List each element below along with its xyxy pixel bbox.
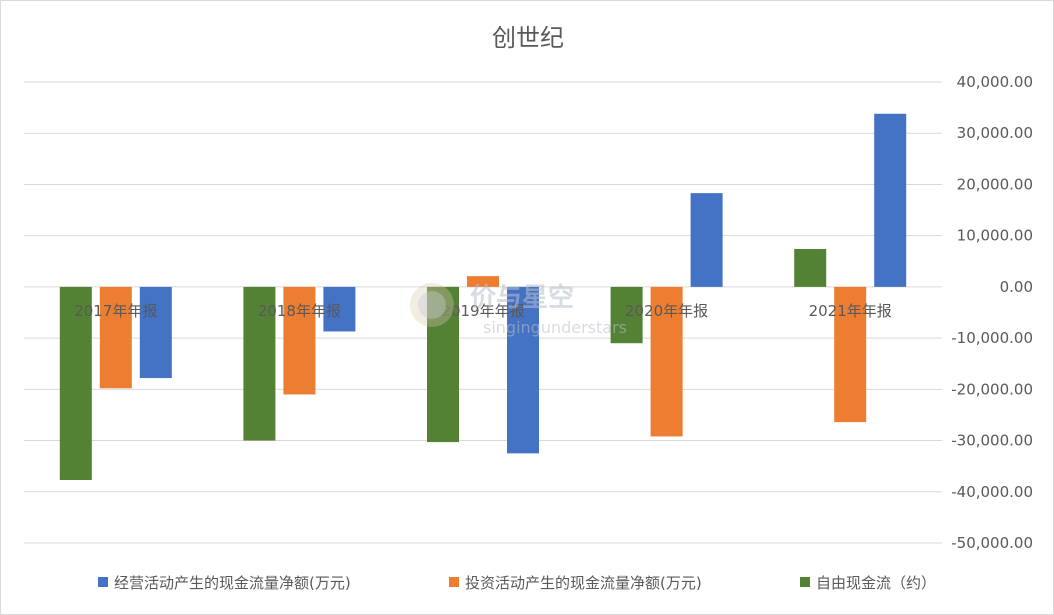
- watermark: 价与星空 singingunderstars: [410, 282, 627, 337]
- bar-series-0-cat-3: [690, 193, 723, 287]
- bar-series-0-cat-1: [323, 286, 356, 332]
- bar-marks: [59, 113, 907, 480]
- legend-swatch-0: [98, 577, 108, 587]
- bar-series-1-cat-3: [650, 286, 683, 437]
- bar-series-0-cat-2: [507, 286, 539, 454]
- bar-series-2-cat-4: [794, 248, 827, 287]
- bar-series-2-cat-1: [243, 286, 276, 441]
- bar-series-0-cat-4: [874, 113, 907, 287]
- x-axis-category-labels: 2017年年报 2018年年报 2019年年报 2020年年报 2021年年报: [74, 302, 892, 320]
- bar-series-1-cat-2: [467, 276, 499, 287]
- chart-title: 创世纪: [492, 24, 564, 52]
- legend-swatch-1: [449, 577, 459, 587]
- legend: 经营活动产生的现金流量净额(万元) 投资活动产生的现金流量净额(万元) 自由现金流（…: [98, 574, 936, 592]
- bar-series-1-cat-1: [283, 286, 316, 395]
- x-category-label: 2017年年报: [74, 302, 157, 320]
- y-axis-tick-labels: 40,000.00 30,000.00 20,000.00 10,000.00 0.00…: [951, 73, 1033, 552]
- y-tick-label: -50,000.00: [951, 534, 1033, 552]
- x-category-label: 2020年年报: [625, 302, 708, 320]
- bar-series-2-cat-0: [59, 286, 92, 480]
- x-category-label: 2021年年报: [809, 302, 892, 320]
- y-tick-label: -10,000.00: [951, 329, 1033, 347]
- y-tick-label: 30,000.00: [957, 124, 1033, 142]
- gridlines: [24, 81, 942, 544]
- y-tick-label: 0.00: [1000, 278, 1033, 296]
- bar-series-1-cat-0: [99, 286, 132, 389]
- legend-label-2: 自由现金流（约）: [816, 574, 936, 592]
- legend-label-1: 投资活动产生的现金流量净额(万元): [465, 574, 702, 592]
- y-tick-label: 20,000.00: [957, 175, 1033, 193]
- watermark-logo-icon: [410, 283, 454, 327]
- bar-series-2-cat-3: [610, 286, 643, 344]
- y-tick-label: -20,000.00: [951, 380, 1033, 398]
- bar-series-1-cat-4: [834, 286, 867, 423]
- y-tick-label: -40,000.00: [951, 483, 1033, 501]
- x-category-label: 2018年年报: [258, 302, 341, 320]
- watermark-logo-inner-icon: [418, 291, 446, 319]
- y-tick-label: 10,000.00: [957, 227, 1033, 245]
- bar-series-2-cat-2: [427, 286, 459, 443]
- watermark-subtext: singingunderstars: [483, 318, 627, 337]
- bar-series-0-cat-0: [139, 286, 172, 379]
- watermark-text: 价与星空: [470, 282, 574, 313]
- legend-swatch-2: [800, 577, 810, 587]
- y-tick-label: -30,000.00: [951, 432, 1033, 450]
- legend-label-0: 经营活动产生的现金流量净额(万元): [114, 574, 351, 592]
- y-tick-label: 40,000.00: [957, 73, 1033, 91]
- x-category-label: 2019年年报: [441, 302, 524, 320]
